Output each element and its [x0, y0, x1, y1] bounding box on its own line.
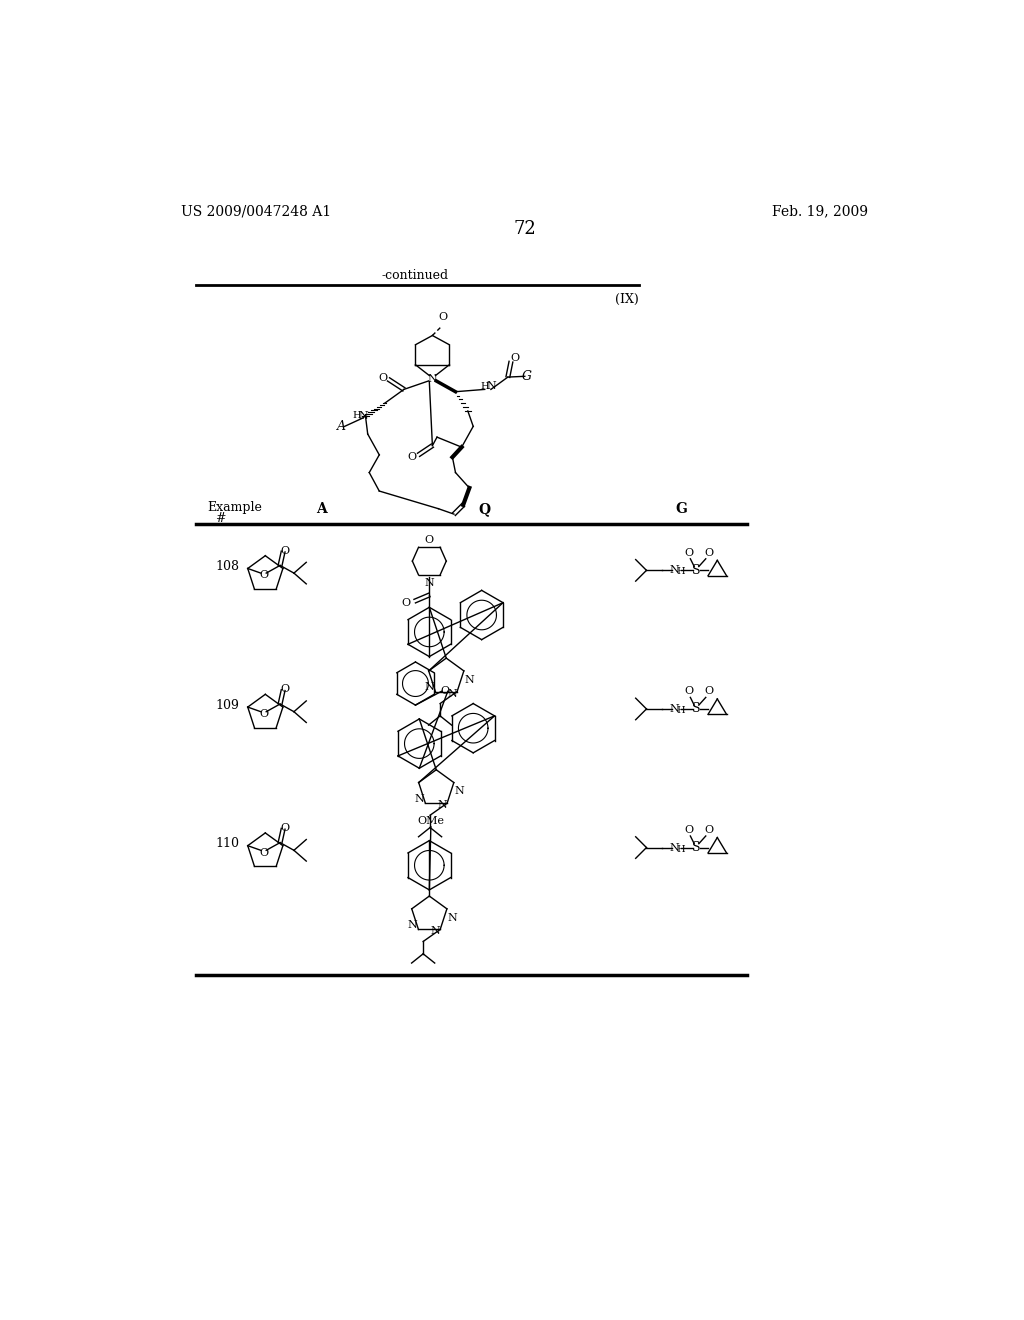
Text: O: O [425, 535, 434, 545]
Text: N: N [431, 927, 440, 936]
Text: Q: Q [478, 502, 490, 516]
Text: S: S [692, 702, 700, 715]
Text: #: # [215, 512, 225, 525]
Text: H: H [677, 845, 685, 854]
Text: O: O [440, 686, 450, 696]
Text: O: O [281, 822, 289, 833]
Text: O: O [684, 825, 693, 834]
Text: 72: 72 [513, 220, 537, 238]
Text: O: O [705, 686, 714, 696]
Text: H: H [677, 568, 685, 577]
Text: O: O [684, 548, 693, 557]
Text: O: O [705, 825, 714, 834]
Text: N: N [408, 920, 417, 931]
Text: O: O [281, 684, 289, 694]
Text: A: A [337, 420, 346, 433]
Text: Feb. 19, 2009: Feb. 19, 2009 [772, 205, 868, 219]
Text: O: O [281, 545, 289, 556]
Text: N: N [358, 411, 368, 421]
Text: N: N [447, 912, 458, 923]
Text: O: O [438, 312, 447, 322]
Text: O: O [259, 570, 268, 581]
Text: O: O [379, 372, 388, 383]
Text: N: N [424, 682, 434, 693]
Text: N: N [424, 578, 434, 587]
Text: H: H [480, 381, 489, 391]
Text: O: O [259, 709, 268, 719]
Text: 109: 109 [215, 698, 240, 711]
Text: N: N [670, 842, 679, 853]
Text: N: N [455, 787, 464, 796]
Text: -continued: -continued [382, 269, 449, 282]
Text: S: S [692, 841, 700, 854]
Text: A: A [316, 502, 327, 516]
Text: O: O [510, 352, 519, 363]
Text: N: N [486, 381, 496, 391]
Text: Example: Example [208, 502, 262, 513]
Text: N: N [447, 689, 458, 698]
Text: O: O [259, 847, 268, 858]
Text: N: N [415, 795, 424, 804]
Text: O: O [684, 686, 693, 696]
Text: 110: 110 [215, 837, 240, 850]
Text: OMe: OMe [418, 816, 444, 825]
Text: (IX): (IX) [615, 293, 639, 306]
Text: US 2009/0047248 A1: US 2009/0047248 A1 [180, 205, 331, 219]
Text: N: N [670, 704, 679, 714]
Text: O: O [705, 548, 714, 557]
Text: O: O [401, 598, 411, 607]
Text: O: O [408, 453, 417, 462]
Text: G: G [522, 370, 532, 383]
Text: 108: 108 [215, 560, 240, 573]
Text: H: H [352, 411, 361, 420]
Text: G: G [675, 502, 687, 516]
Text: N: N [465, 675, 474, 685]
Text: H: H [677, 706, 685, 715]
Text: S: S [692, 564, 700, 577]
Text: N: N [670, 565, 679, 576]
Text: N: N [428, 374, 437, 384]
Text: N: N [437, 800, 447, 810]
